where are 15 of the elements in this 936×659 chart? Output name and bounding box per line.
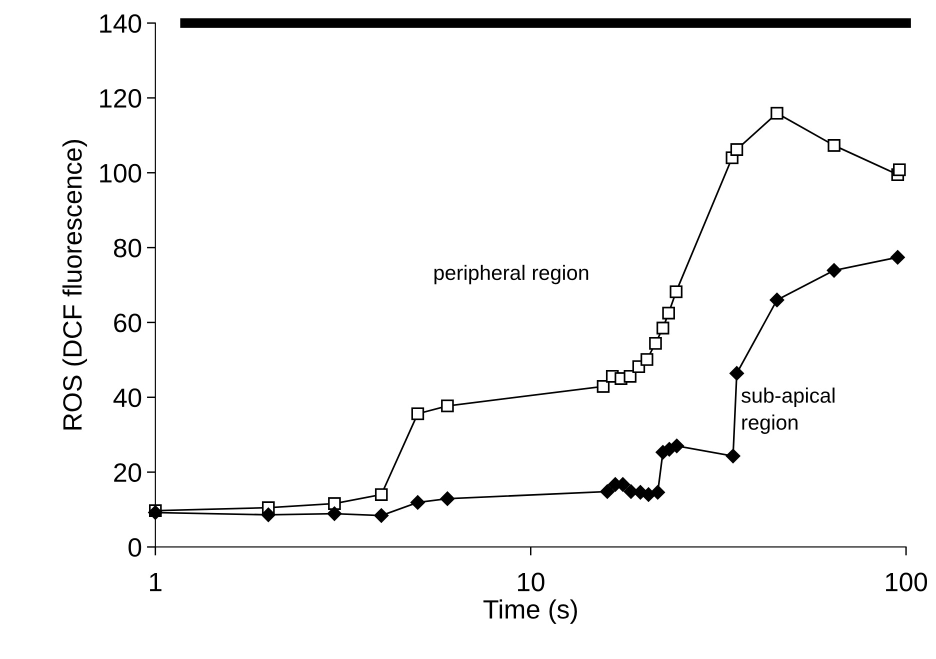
x-tick-label: 100 bbox=[886, 572, 928, 592]
y-tick-label: 60 bbox=[114, 314, 142, 332]
y-tick-label: 40 bbox=[113, 388, 142, 408]
annotation: sub-apical region bbox=[741, 388, 834, 434]
annotation: peripheral region bbox=[434, 264, 588, 284]
y-tick-label: 140 bbox=[100, 14, 142, 33]
y-tick-label: 0 bbox=[128, 538, 142, 557]
y-tick-label: 20 bbox=[114, 463, 142, 482]
x-tick-label: 1 bbox=[150, 572, 162, 592]
y-axis-title: ROS (DCF fluorescence) bbox=[62, 140, 88, 430]
x-axis-title: Time (s) bbox=[483, 599, 577, 624]
y-tick-label: 100 bbox=[100, 164, 142, 183]
y-tick-label: 80 bbox=[114, 238, 142, 258]
y-tick-label: 120 bbox=[100, 89, 142, 108]
x-tick-label: 10 bbox=[518, 572, 544, 592]
